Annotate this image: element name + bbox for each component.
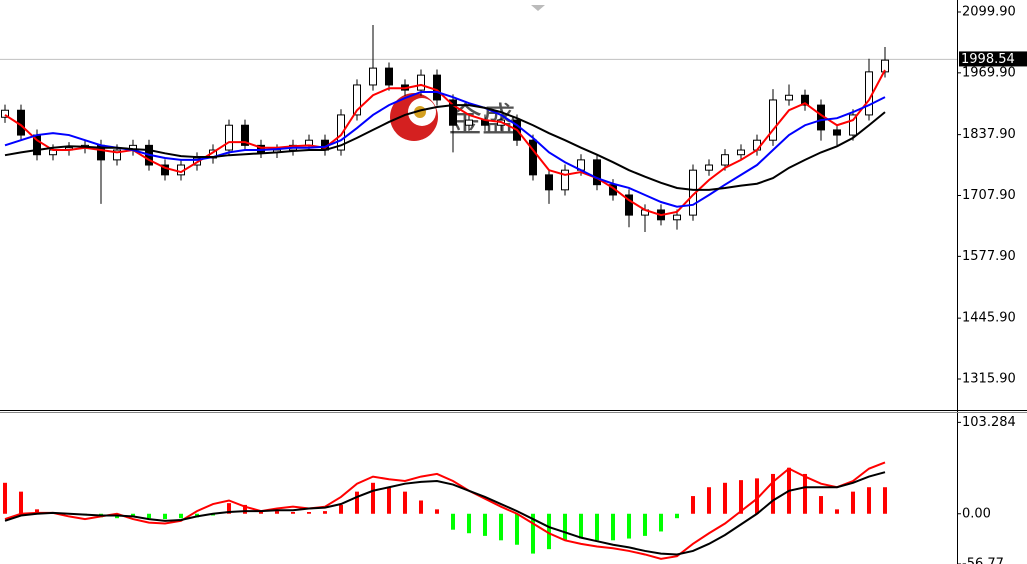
histogram-bar — [163, 513, 167, 520]
histogram-bar — [323, 511, 327, 514]
y-tick-label: 1837.90 — [962, 127, 1016, 142]
y-tick-label: 1315.90 — [962, 372, 1016, 387]
histogram-bar — [499, 513, 503, 541]
candle-body — [673, 214, 681, 221]
histogram-bar — [611, 513, 615, 541]
histogram-bar — [883, 487, 887, 514]
indicator-line — [4, 69, 886, 217]
last-price-box — [959, 51, 1027, 67]
indicator-line — [4, 461, 886, 560]
candle-body — [241, 124, 249, 146]
candle-body — [529, 139, 537, 176]
histogram-bar — [3, 482, 7, 514]
candle-body — [785, 94, 793, 101]
histogram-bar — [707, 487, 711, 514]
y-tick-label: -56.77 — [962, 557, 1004, 564]
candle-body — [337, 114, 345, 151]
histogram-bar — [275, 511, 279, 514]
histogram-bar — [755, 478, 759, 514]
candle-body — [737, 149, 745, 156]
candle-body — [385, 67, 393, 86]
histogram-bar — [131, 513, 135, 517]
histogram-bar — [531, 513, 535, 554]
histogram-bar — [803, 473, 807, 514]
candle-body — [369, 67, 377, 86]
histogram-bar — [483, 513, 487, 536]
candle-body — [593, 159, 601, 186]
histogram-bar — [835, 509, 839, 514]
scroll-marker — [531, 5, 545, 11]
candle-body — [161, 164, 169, 176]
histogram-bar — [579, 513, 583, 539]
histogram-bar — [179, 513, 183, 519]
candle-body — [625, 194, 633, 216]
candle-body — [113, 149, 121, 161]
last-price-label: 1998.54 — [961, 52, 1015, 67]
candle-body — [417, 74, 425, 91]
histogram-bar — [771, 473, 775, 514]
candle-body — [849, 114, 857, 136]
candle-body — [833, 129, 841, 136]
histogram-bar — [739, 480, 743, 514]
histogram-bar — [147, 513, 151, 519]
y-tick-label: 1445.90 — [962, 311, 1016, 326]
candle-body — [705, 164, 713, 171]
histogram-bar — [403, 491, 407, 514]
candle-body — [801, 94, 809, 106]
histogram-bar — [243, 504, 247, 514]
histogram-bar — [19, 491, 23, 514]
candle-body — [721, 154, 729, 166]
histogram-bar — [659, 513, 663, 532]
histogram-bar — [291, 511, 295, 514]
candle-body — [545, 174, 553, 191]
indicator-line — [4, 104, 886, 191]
histogram-bar — [371, 482, 375, 514]
histogram-bar — [387, 487, 391, 514]
histogram-bar — [515, 513, 519, 545]
indicator-line — [4, 90, 886, 208]
histogram-bar — [307, 511, 311, 514]
histogram-bar — [339, 504, 343, 514]
histogram-bar — [643, 513, 647, 536]
histogram-bar — [35, 509, 39, 514]
histogram-bar — [851, 491, 855, 514]
histogram-bar — [675, 513, 679, 519]
candle-body — [769, 99, 777, 141]
candle-body — [449, 99, 457, 126]
y-tick-label: 103.284 — [962, 415, 1016, 430]
candle-body — [353, 84, 361, 116]
histogram-bar — [435, 509, 439, 514]
candle-body — [225, 124, 233, 151]
histogram-bar — [867, 487, 871, 514]
histogram-bar — [547, 513, 551, 550]
histogram-bar — [451, 513, 455, 530]
indicator-line — [4, 471, 886, 556]
histogram-bar — [627, 513, 631, 539]
y-tick-label: 1577.90 — [962, 249, 1016, 264]
candle-body — [1, 109, 9, 118]
histogram-bar — [563, 513, 567, 541]
candle-body — [465, 119, 473, 126]
y-tick-label: 1707.90 — [962, 188, 1016, 203]
candle-body — [561, 169, 569, 191]
histogram-bar — [355, 491, 359, 514]
histogram-bar — [819, 496, 823, 514]
y-tick-label: 2099.90 — [962, 4, 1016, 19]
histogram-bar — [227, 503, 231, 514]
y-tick-label: 0.00 — [962, 506, 991, 521]
histogram-bar — [595, 513, 599, 541]
y-tick-label: 1969.90 — [962, 65, 1016, 80]
histogram-bar — [467, 513, 471, 534]
histogram-bar — [419, 500, 423, 514]
histogram-bar — [723, 482, 727, 514]
histogram-bar — [691, 496, 695, 514]
candle-body — [433, 74, 441, 101]
